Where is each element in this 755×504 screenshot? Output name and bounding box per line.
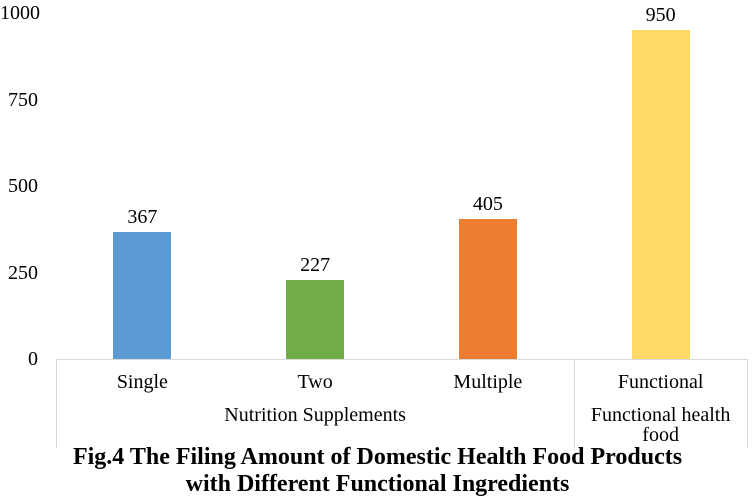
y-tick-label: 0 bbox=[28, 348, 38, 370]
bar-value-label: 227 bbox=[300, 254, 331, 277]
y-tick-label: 1000 bbox=[0, 2, 40, 24]
category-axis-divider bbox=[574, 359, 576, 448]
y-tick-label: 250 bbox=[8, 261, 38, 284]
bar-two bbox=[286, 280, 345, 359]
category-label-multiple: Multiple bbox=[453, 371, 523, 393]
group-label: Nutrition Supplements bbox=[224, 404, 406, 426]
y-tick-label: 500 bbox=[8, 175, 38, 197]
chart-title: Fig.4 The Filing Amount of Domestic Heal… bbox=[0, 444, 755, 498]
y-tick-label: 750 bbox=[8, 88, 38, 111]
chart-title-line-1: Fig.4 The Filing Amount of Domestic Heal… bbox=[72, 444, 683, 470]
group-label: Functional health food bbox=[590, 404, 731, 446]
bar-value-label: 367 bbox=[127, 206, 158, 229]
category-label-single: Single bbox=[116, 371, 168, 393]
bar-functional bbox=[631, 30, 690, 359]
bar-multiple bbox=[458, 218, 517, 359]
bar-value-label: 405 bbox=[472, 192, 503, 215]
category-axis-divider bbox=[56, 359, 57, 448]
bar-single bbox=[113, 232, 172, 359]
bar-value-label: 950 bbox=[645, 4, 676, 27]
chart-title-line-2: with Different Functional Ingredients bbox=[185, 471, 570, 497]
category-label-two: Two bbox=[297, 371, 333, 393]
x-axis-line bbox=[56, 359, 748, 360]
category-axis-divider bbox=[747, 359, 748, 448]
category-label-functional: Functional bbox=[617, 371, 704, 393]
